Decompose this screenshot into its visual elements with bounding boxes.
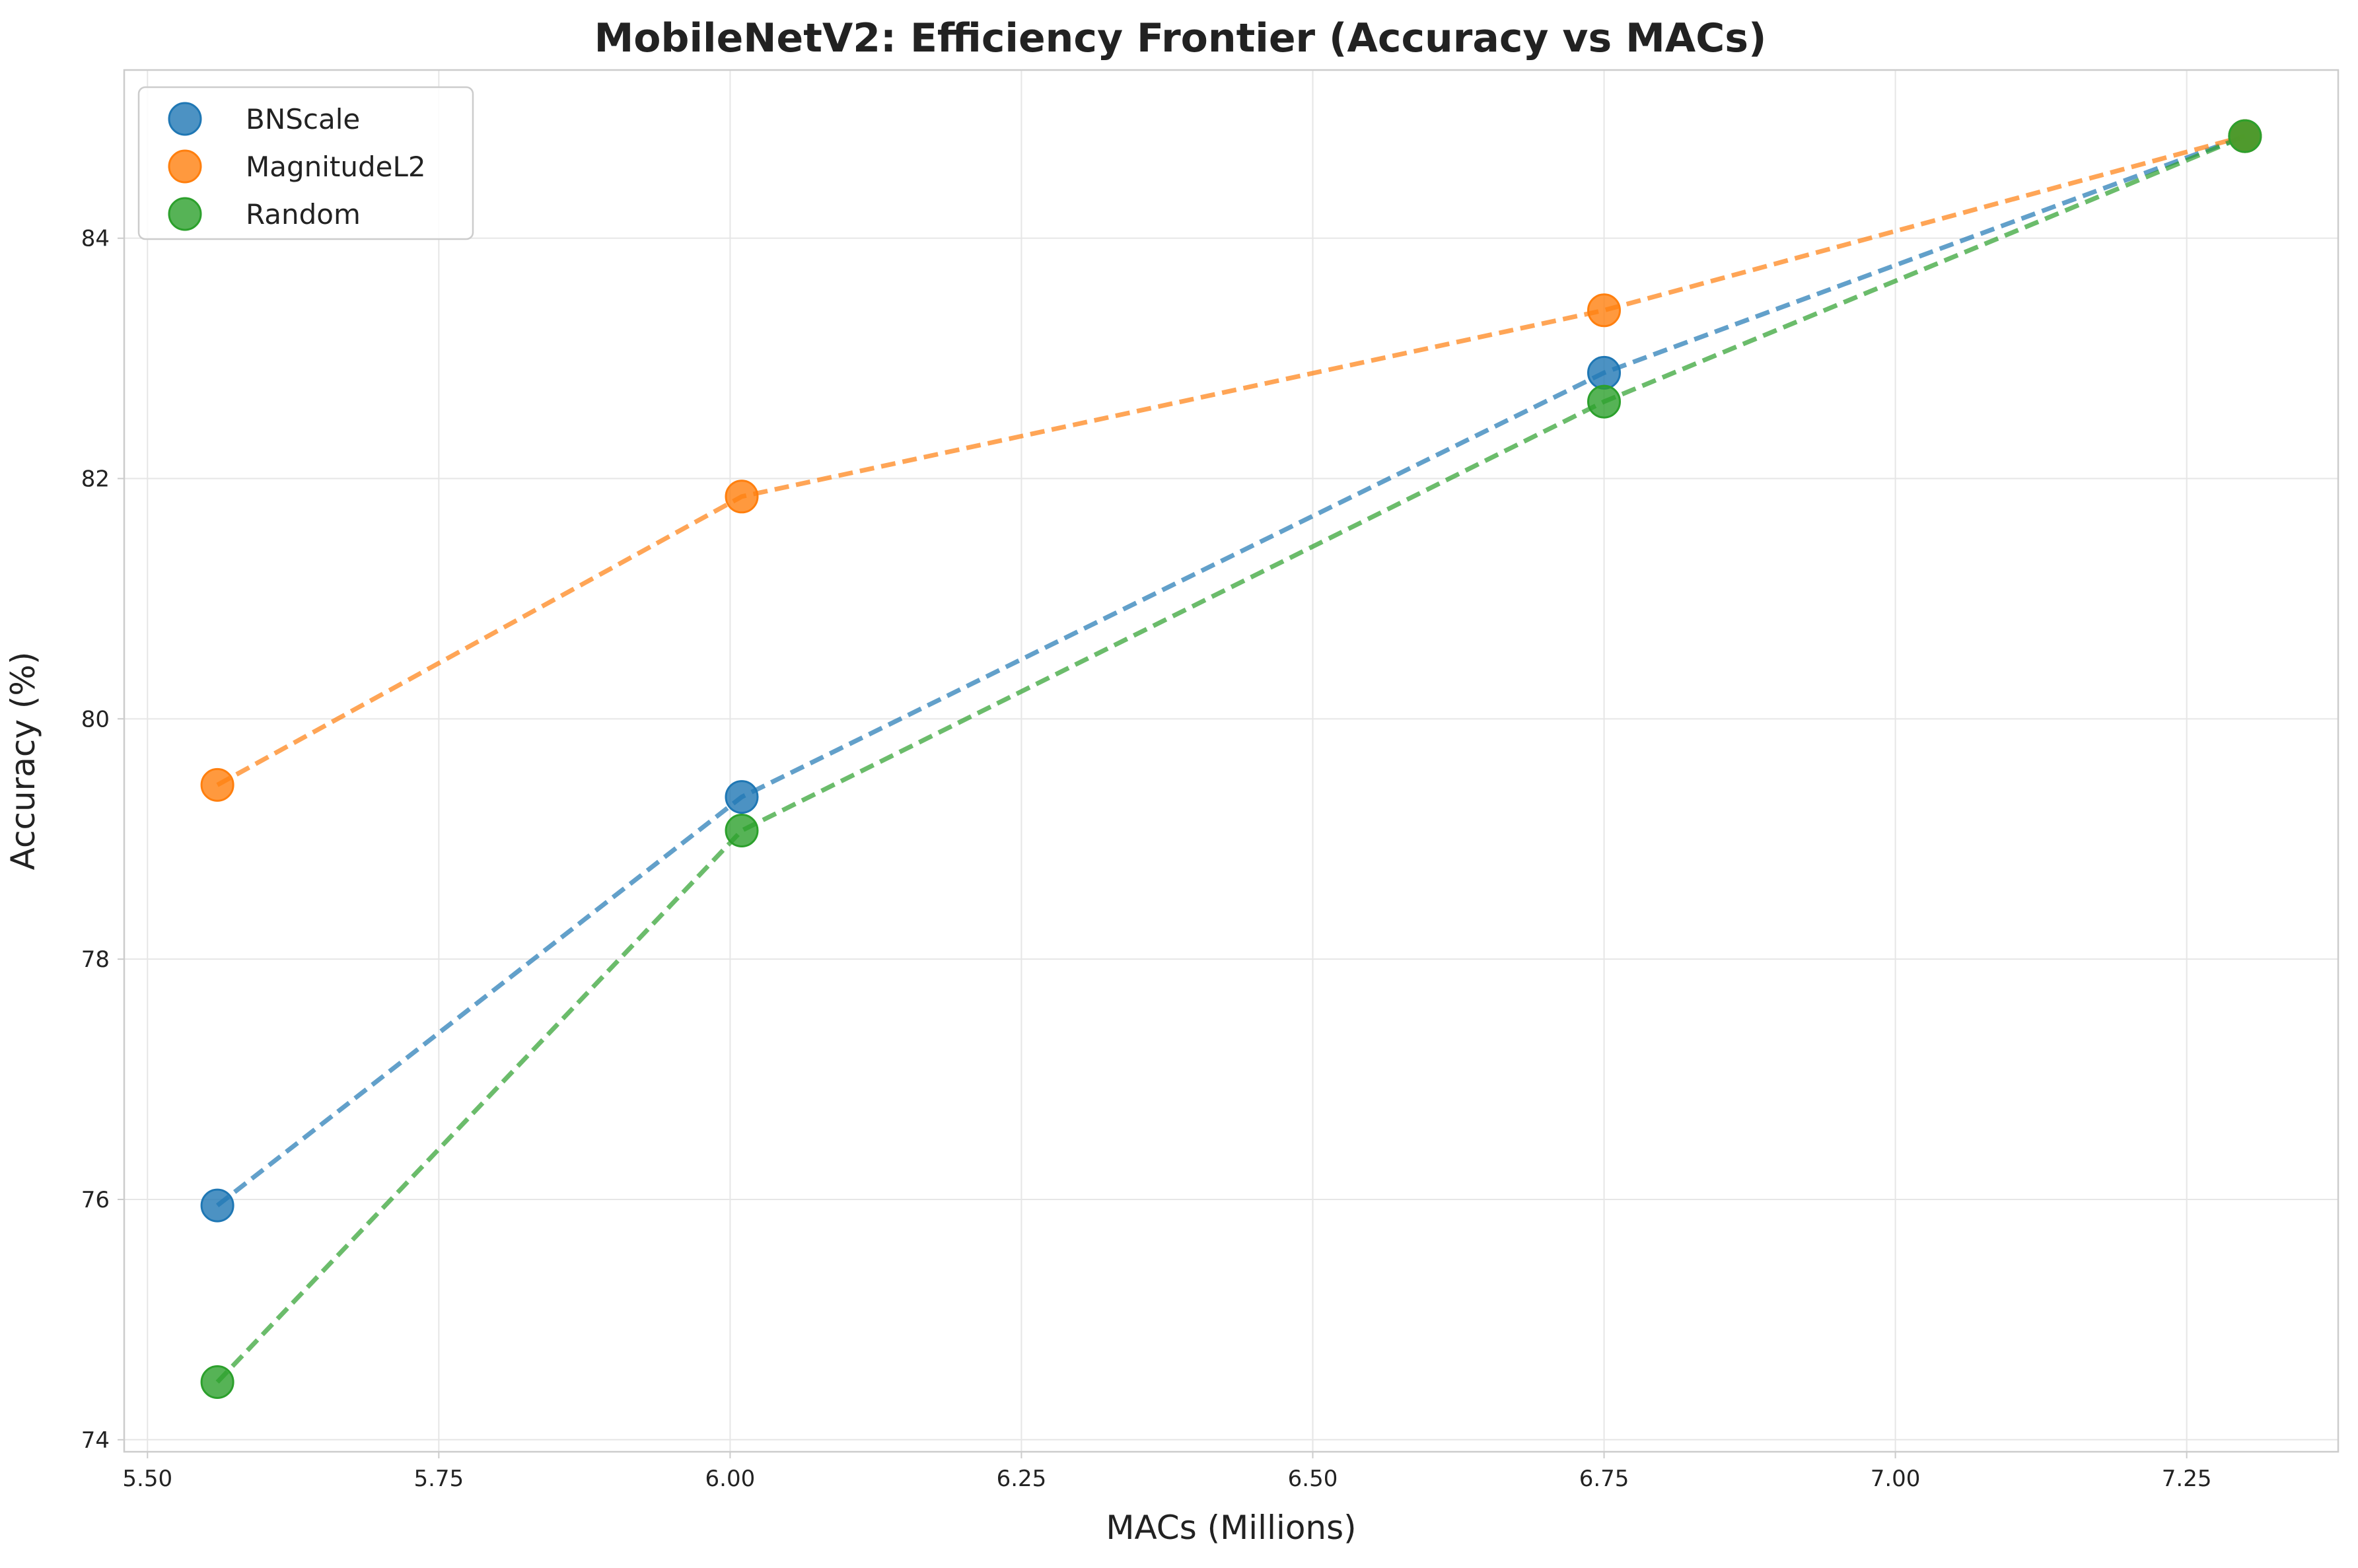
series-line-random [215,133,2246,1384]
chart-title: MobileNetV2: Efficiency Frontier (Accura… [594,15,1767,61]
x-axis-label: MACs (Millions) [1106,1509,1356,1547]
legend-label: Random [246,198,361,231]
y-tick-label: 76 [81,1187,110,1213]
grid [124,70,2338,1452]
x-tick-label: 5.50 [122,1466,172,1492]
legend-box [137,86,474,240]
x-tick-label: 6.50 [1288,1466,1338,1492]
x-tick-label: 5.75 [413,1466,464,1492]
series-line-magnitudel2 [216,133,2246,787]
x-tick-label: 6.00 [705,1466,756,1492]
series-lines [215,133,2246,1384]
legend-label: BNScale [246,103,360,135]
data-point-random [200,1365,234,1399]
data-point-bnscale [1587,355,1621,390]
plot-frame [123,69,2340,1453]
legend: BNScale MagnitudeL2 Random [137,86,474,240]
data-point-magnitudel2 [200,767,234,802]
data-point-random [2228,119,2262,153]
data-point-bnscale [200,1188,234,1223]
tick-labels: 5.50 5.75 6.00 6.25 6.50 6.75 7.00 7.25 74 76 78 80… [81,226,2212,1492]
data-point-random [725,814,759,847]
x-tick-label: 7.25 [2162,1466,2212,1492]
series-points [200,119,2262,1399]
y-tick-label: 74 [81,1427,110,1454]
data-point-bnscale [725,780,759,814]
y-axis-label: Accuracy (%) [4,652,42,871]
data-point-magnitudel2 [1587,293,1621,328]
x-tick-label: 6.75 [1579,1466,1629,1492]
legend-label: MagnitudeL2 [246,151,426,183]
legend-marker-random [168,197,202,231]
x-tick-label: 6.25 [997,1466,1047,1492]
data-point-random [1587,384,1621,419]
x-tick-label: 7.00 [1871,1466,1921,1492]
y-tick-label: 84 [81,226,110,252]
series-line-bnscale [215,133,2246,1207]
data-point-magnitudel2 [725,480,759,514]
legend-marker-bnscale [168,102,202,136]
legend-marker-magnitudel2 [168,149,202,184]
y-tick-label: 80 [81,706,110,732]
y-tick-label: 78 [81,946,110,973]
y-tick-label: 82 [81,466,110,493]
